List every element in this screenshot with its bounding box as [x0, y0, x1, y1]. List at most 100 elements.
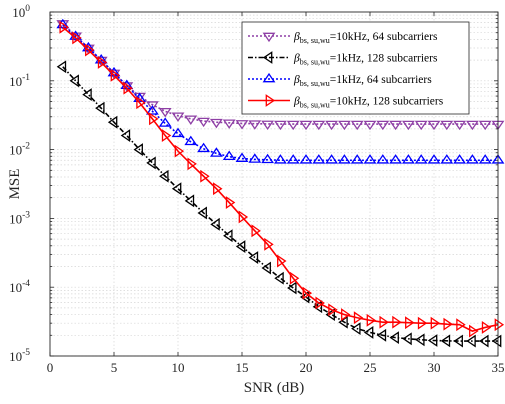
data-point-marker — [97, 55, 108, 69]
data-point-marker — [123, 81, 133, 95]
data-point-marker — [235, 240, 246, 253]
data-point-marker — [171, 182, 182, 196]
legend-box — [241, 21, 470, 115]
data-point-marker — [222, 119, 236, 129]
data-point-marker — [184, 194, 195, 208]
data-point-marker — [443, 317, 453, 331]
data-point-marker — [120, 129, 131, 142]
data-point-marker — [261, 261, 271, 275]
data-point-marker — [248, 120, 262, 130]
data-point-marker — [312, 120, 326, 131]
data-point-marker — [82, 88, 92, 102]
legend-series-name: =1kHz, 128 subcarriers — [330, 53, 438, 65]
data-point-marker — [110, 68, 121, 82]
data-point-marker — [277, 254, 287, 268]
data-point-marker — [286, 120, 300, 131]
data-point-marker — [312, 300, 323, 314]
data-point-marker — [184, 135, 198, 146]
legend-beta-symbol: β — [293, 53, 300, 65]
data-point-marker — [286, 154, 300, 164]
legend-series-name: =1kHz, 64 subcarriers — [330, 74, 432, 86]
x-tick-label: 30 — [428, 360, 441, 375]
data-point-marker — [184, 115, 198, 125]
data-point-marker — [453, 154, 467, 164]
data-point-marker — [392, 315, 402, 329]
x-axis-label: SNR (dB) — [244, 380, 304, 396]
y-tick-exponent: -2 — [22, 142, 30, 152]
data-point-marker — [341, 308, 351, 322]
y-tick-exponent: -4 — [22, 279, 30, 289]
data-point-marker — [159, 169, 169, 183]
data-point-marker — [414, 120, 428, 131]
data-point-marker — [225, 196, 236, 209]
legend-entry-2: βbs, su,wu=1kHz, 128 subcarriers — [248, 51, 438, 67]
data-point-marker — [302, 286, 313, 300]
x-tick-labels: 0 5 10 15 20 25 30 35 — [47, 360, 505, 375]
x-tick-label: 25 — [364, 360, 377, 375]
data-point-marker — [209, 147, 223, 157]
data-point-marker — [456, 318, 466, 332]
data-point-marker — [69, 74, 79, 88]
data-point-marker — [453, 120, 467, 131]
data-point-marker — [338, 315, 348, 329]
data-point-marker — [95, 101, 105, 115]
legend-beta-subscript: bs, su,wu — [300, 79, 330, 88]
legend-beta-symbol: β — [293, 31, 300, 43]
data-point-marker — [72, 31, 82, 45]
data-point-marker — [197, 117, 211, 128]
data-point-marker — [56, 60, 67, 74]
legend-marker — [262, 72, 276, 83]
data-point-marker — [415, 333, 425, 347]
data-point-marker — [363, 120, 377, 131]
data-point-marker — [248, 251, 259, 264]
data-point-marker — [325, 120, 339, 131]
y-tick-exponent: -5 — [22, 348, 30, 358]
series-line — [62, 24, 498, 162]
data-point-marker — [174, 144, 185, 158]
series-layer — [56, 18, 505, 348]
legend-marker — [262, 32, 276, 43]
legend-beta-subscript: bs, su,wu — [300, 36, 330, 45]
data-point-marker — [238, 210, 249, 224]
x-tick-label: 10 — [172, 360, 185, 375]
legend-beta-subscript: bs, su,wu — [300, 58, 330, 67]
legend-beta-symbol: β — [293, 74, 300, 86]
data-point-marker — [273, 154, 287, 164]
data-point-marker — [107, 115, 118, 129]
legend-label: βbs, su,wu=1kHz, 128 subcarriers — [293, 53, 438, 67]
data-point-marker — [261, 153, 275, 164]
legend-series-name: =10kHz, 64 subcarriers — [330, 31, 438, 43]
data-point-marker — [200, 169, 210, 183]
data-point-marker — [248, 153, 262, 163]
data-point-marker — [379, 315, 389, 329]
data-point-marker — [274, 271, 284, 285]
data-point-marker — [273, 120, 287, 131]
data-point-marker — [494, 318, 505, 332]
data-point-marker — [389, 120, 403, 131]
data-point-marker — [440, 154, 454, 164]
data-point-marker — [299, 290, 310, 304]
data-point-marker — [351, 322, 361, 336]
legend-label: βbs, su,wu=10kHz, 64 subcarriers — [293, 31, 438, 45]
data-point-marker — [337, 154, 351, 164]
data-point-marker — [161, 129, 172, 142]
data-point-marker — [209, 118, 223, 129]
data-point-marker — [389, 154, 403, 164]
data-point-marker — [363, 154, 377, 164]
data-point-marker — [287, 281, 297, 295]
data-point-marker — [465, 120, 479, 131]
data-point-marker — [146, 156, 156, 170]
data-point-marker — [251, 224, 261, 238]
data-point-marker — [315, 296, 325, 310]
data-point-marker — [427, 334, 438, 347]
legend-marker — [265, 94, 276, 107]
data-point-marker — [171, 127, 185, 138]
data-point-marker — [469, 324, 479, 338]
data-point-marker — [145, 105, 159, 115]
y-axis-label: MSE — [7, 169, 23, 200]
x-tick-label: 0 — [47, 360, 54, 375]
series-2 — [56, 60, 502, 348]
data-point-marker — [363, 326, 374, 339]
data-point-marker — [427, 120, 441, 131]
